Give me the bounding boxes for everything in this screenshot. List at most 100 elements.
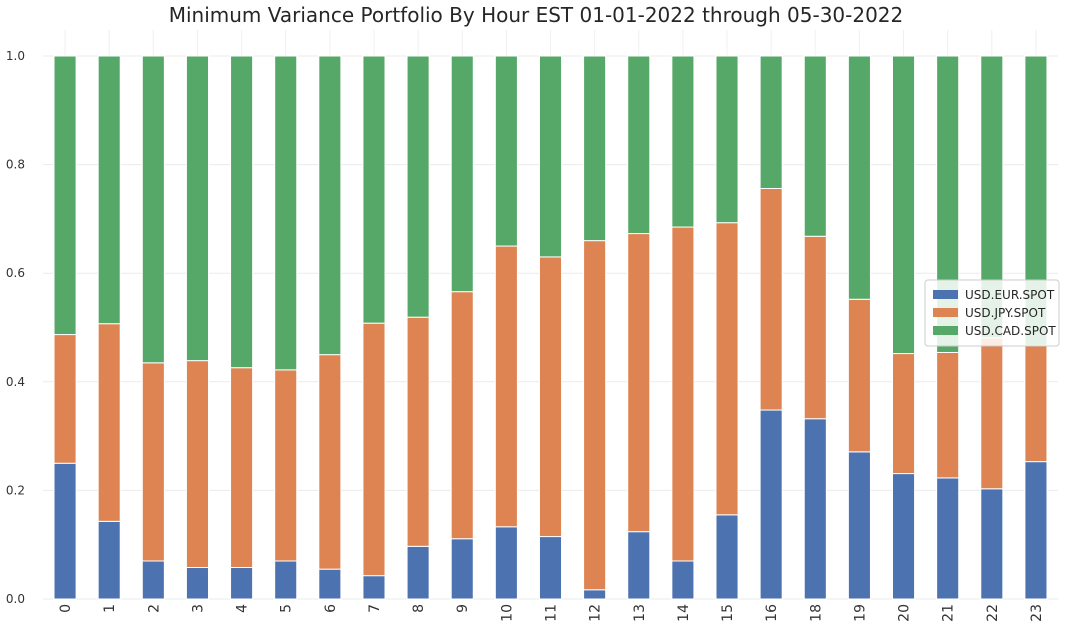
bar-segment-usd-jpy-spot-hour-1: [97, 323, 121, 522]
bar-segment-usd-jpy-spot-hour-6: [318, 354, 342, 570]
bar-segment-usd-eur-spot-hour-8: [406, 545, 430, 600]
x-tick-label: 23: [1029, 604, 1045, 622]
bar-segment-usd-eur-spot-hour-16: [759, 409, 783, 600]
bar-segment-usd-cad-spot-hour-5: [274, 55, 298, 371]
bar-segment-usd-jpy-spot-hour-8: [406, 316, 430, 547]
bar-segment-usd-jpy-spot-hour-2: [141, 362, 165, 562]
bar-segment-usd-cad-spot-hour-6: [318, 55, 342, 356]
legend-label-eur: USD.EUR.SPOT: [965, 288, 1055, 302]
bar-segment-usd-jpy-spot-hour-5: [274, 369, 298, 562]
bar-segment-usd-jpy-spot-hour-21: [936, 351, 960, 479]
x-tick-label: 2: [146, 604, 162, 613]
legend-label-cad: USD.CAD.SPOT: [965, 324, 1056, 338]
bar-segment-usd-jpy-spot-hour-22: [980, 337, 1004, 490]
x-tick-label: 16: [764, 604, 780, 622]
y-tick-label: 1.0: [6, 49, 25, 63]
bar-segment-usd-jpy-spot-hour-13: [627, 233, 651, 533]
bar-segment-usd-cad-spot-hour-1: [97, 55, 121, 325]
bar-segment-usd-eur-spot-hour-9: [450, 538, 474, 600]
bar-segment-usd-eur-spot-hour-4: [230, 567, 254, 600]
bar-segment-usd-jpy-spot-hour-9: [450, 291, 474, 540]
bar-segment-usd-eur-spot-hour-15: [715, 514, 739, 600]
bar-segment-usd-eur-spot-hour-0: [53, 462, 77, 600]
bar-segment-usd-cad-spot-hour-7: [362, 55, 386, 324]
bar-segment-usd-jpy-spot-hour-16: [759, 187, 783, 411]
bar-segment-usd-cad-spot-hour-20: [892, 55, 916, 355]
x-tick-label: 18: [808, 604, 824, 622]
legend-swatch-eur: [933, 290, 958, 299]
x-tick-label: 0: [58, 604, 74, 613]
bar-segment-usd-jpy-spot-hour-11: [538, 256, 563, 538]
bar-segment-usd-cad-spot-hour-4: [230, 55, 254, 369]
x-tick-label: 14: [676, 604, 692, 622]
bar-segment-usd-jpy-spot-hour-7: [362, 322, 386, 577]
legend-label-jpy: USD.JPY.SPOT: [965, 306, 1046, 320]
bar-segment-usd-eur-spot-hour-13: [627, 531, 651, 600]
bar-segment-usd-eur-spot-hour-23: [1024, 461, 1048, 600]
x-tick-label: 10: [499, 604, 515, 622]
bar-segment-usd-cad-spot-hour-13: [627, 55, 651, 235]
bar-segment-usd-eur-spot-hour-7: [362, 575, 386, 600]
bar-segment-usd-eur-spot-hour-10: [494, 526, 518, 600]
bar-segment-usd-jpy-spot-hour-10: [494, 245, 518, 528]
bar-segment-usd-eur-spot-hour-11: [538, 536, 563, 600]
bar-segment-usd-cad-spot-hour-14: [671, 55, 695, 228]
x-tick-label: 1: [102, 604, 118, 613]
bar-segment-usd-jpy-spot-hour-0: [53, 334, 77, 464]
legend-swatch-cad: [933, 326, 958, 335]
bar-segment-usd-jpy-spot-hour-23: [1024, 344, 1048, 463]
bar-segment-usd-cad-spot-hour-2: [141, 55, 165, 364]
bar-segment-usd-cad-spot-hour-8: [406, 55, 430, 318]
legend: USD.EUR.SPOT USD.JPY.SPOT USD.CAD.SPOT: [924, 279, 1060, 347]
bar-segment-usd-eur-spot-hour-20: [892, 473, 916, 600]
legend-swatch-jpy: [933, 308, 958, 317]
x-tick-label: 12: [588, 604, 604, 622]
bar-segment-usd-eur-spot-hour-6: [318, 568, 342, 600]
bar-segment-usd-jpy-spot-hour-12: [583, 240, 607, 591]
bar-segment-usd-eur-spot-hour-1: [97, 520, 121, 600]
bar-segment-usd-eur-spot-hour-18: [803, 418, 827, 600]
y-tick-label: 0.4: [6, 375, 25, 389]
bar-segment-usd-eur-spot-hour-2: [141, 560, 165, 600]
bar-segment-usd-jpy-spot-hour-4: [230, 367, 254, 569]
y-tick-label: 0.2: [6, 483, 25, 497]
x-tick-label: 21: [941, 604, 957, 622]
x-axis-ticks: 0 1 2 3 4 5 6 7 8 9 10 11 12 13 14 15 16 18 19 20 21 22 23: [58, 604, 1045, 622]
bar-segment-usd-cad-spot-hour-15: [715, 55, 739, 224]
y-tick-label: 0.0: [6, 592, 25, 606]
x-tick-label: 19: [852, 604, 868, 622]
bar-segment-usd-jpy-spot-hour-19: [847, 298, 871, 453]
bar-segment-usd-eur-spot-hour-21: [936, 477, 960, 600]
x-tick-label: 4: [235, 604, 251, 613]
bar-segment-usd-jpy-spot-hour-18: [803, 235, 827, 420]
bar-segment-usd-jpy-spot-hour-14: [671, 226, 695, 562]
bars: [53, 55, 1048, 600]
x-tick-label: 11: [544, 604, 560, 622]
y-tick-label: 0.8: [6, 158, 25, 172]
bar-segment-usd-eur-spot-hour-14: [671, 560, 695, 600]
bar-segment-usd-eur-spot-hour-3: [185, 567, 209, 600]
bar-segment-usd-cad-spot-hour-10: [494, 55, 518, 247]
bar-segment-usd-eur-spot-hour-12: [583, 589, 607, 600]
bar-segment-usd-jpy-spot-hour-20: [892, 353, 916, 475]
bar-segment-usd-jpy-spot-hour-3: [185, 360, 209, 569]
x-tick-label: 7: [367, 604, 383, 613]
x-tick-label: 6: [323, 604, 339, 613]
bar-segment-usd-cad-spot-hour-9: [450, 55, 474, 293]
x-tick-label: 3: [190, 604, 206, 613]
bar-segment-usd-cad-spot-hour-19: [847, 55, 871, 300]
x-tick-label: 15: [720, 604, 736, 622]
legend-box: [924, 279, 1060, 347]
bar-segment-usd-cad-spot-hour-18: [803, 55, 827, 237]
x-tick-label: 5: [279, 604, 295, 613]
bar-segment-usd-jpy-spot-hour-15: [715, 222, 739, 516]
y-tick-label: 0.6: [6, 266, 25, 280]
bar-segment-usd-cad-spot-hour-21: [936, 55, 960, 353]
bar-segment-usd-eur-spot-hour-22: [980, 488, 1004, 600]
x-tick-label: 22: [985, 604, 1001, 622]
bar-segment-usd-eur-spot-hour-5: [274, 560, 298, 600]
x-tick-label: 8: [411, 604, 427, 613]
x-tick-label: 9: [455, 604, 471, 613]
